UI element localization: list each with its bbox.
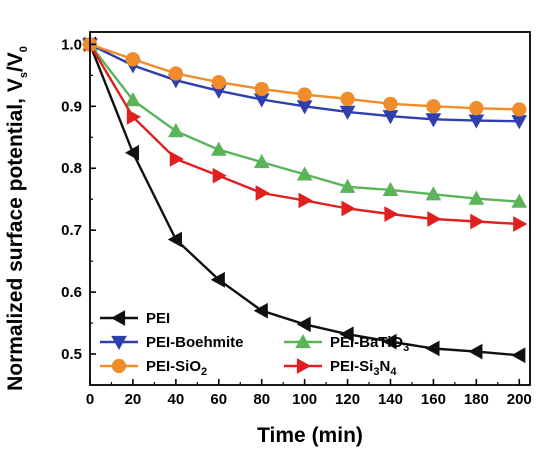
data-point [168,66,184,81]
legend-label: PEI-SiO2 [146,358,207,378]
legend-marker [111,335,127,351]
y-tick-label: 1.0 [61,36,82,53]
legend-marker [296,358,312,374]
data-point [253,302,268,319]
series-pei [81,36,526,364]
data-point [512,102,527,117]
x-tick-label: 120 [335,391,360,408]
legend-label: PEI-Si3N4 [330,358,397,378]
y-tick-label: 0.5 [61,346,82,363]
x-tick-label: 200 [507,391,532,408]
y-axis-title: Normalized surface potential, Vs/V0 [4,46,30,391]
data-point [513,216,528,232]
data-point [468,343,483,360]
data-point [125,52,141,67]
legend-item: PEI-BaTiO3 [284,333,409,354]
x-tick-label: 20 [125,391,142,408]
y-tick-label: 0.7 [61,222,82,239]
series-pei-si3n4 [83,36,528,232]
data-point [126,108,141,125]
data-point [296,166,313,181]
legend-marker [295,333,311,349]
data-point [210,271,225,288]
data-point [382,333,397,350]
legend-item: PEI-Boehmite [100,334,244,351]
legend-item: PEI-SiO2 [100,358,207,378]
x-tick-label: 140 [378,391,403,408]
x-tick-label: 180 [464,391,489,408]
data-point [296,316,311,333]
data-point [425,186,442,201]
legend-marker [110,310,126,326]
x-tick-label: 160 [421,391,446,408]
data-point [426,99,441,114]
data-point [383,96,398,111]
data-point [425,113,442,128]
data-point [425,340,440,357]
data-point [169,151,184,167]
legend-item: PEI [100,310,170,327]
y-tick-label: 0.6 [61,284,82,301]
legend-marker [111,358,127,374]
x-axis-title: Time (min) [257,424,363,447]
data-point [469,101,484,116]
data-point [339,178,356,193]
data-point [298,192,313,209]
y-axis-title-main: Normalized surface potential, V [4,78,27,391]
data-point [384,206,399,222]
data-point [125,92,141,107]
data-point [255,185,270,201]
legend-label: PEI [146,310,170,327]
data-point [340,91,355,107]
data-point [253,154,270,169]
y-axis-title-mid: /V [4,52,27,72]
legend: PEI PEI-Boehmite PEI-BaTiO3 PEI-SiO2 PEI-Si3… [100,310,409,378]
y-tick-label: 0.9 [61,98,82,115]
x-tick-label: 80 [253,391,270,408]
data-point [511,193,528,208]
y-tick-label: 0.8 [61,160,82,177]
series-pei-sio2 [82,37,527,117]
ticks: 0 20 40 60 80 100 120 140 160 180 200 0.5 0.6 0.7 0.8 0… [61,36,532,408]
data-point [511,347,526,364]
data-point [339,326,354,343]
axes [89,31,531,386]
x-tick-label: 40 [168,391,185,408]
data-point [167,231,182,248]
x-tick-label: 60 [210,391,227,408]
data-point [470,213,485,230]
data-point [212,167,227,184]
data-point [341,200,356,217]
data-layer [81,36,528,364]
series-pei-batio3 [82,36,528,208]
data-point [254,81,269,97]
legend-label: PEI-Boehmite [146,334,244,351]
data-point [124,144,140,161]
data-point [382,181,399,197]
data-point [211,75,226,90]
data-point [339,105,356,120]
data-point [210,141,227,156]
data-point [427,211,442,227]
plot-frame [89,31,531,386]
data-point [297,87,312,102]
series-pei-boehmite [82,38,528,130]
x-tick-label: 100 [292,391,317,408]
x-tick-label: 0 [86,391,94,408]
data-point [468,190,485,205]
y-axis-title-sub1: s [18,72,30,78]
y-axis-title-sub2: 0 [18,46,30,52]
data-point [168,123,184,138]
legend-label: PEI-BaTiO3 [330,334,409,354]
legend-item: PEI-Si3N4 [284,358,397,378]
